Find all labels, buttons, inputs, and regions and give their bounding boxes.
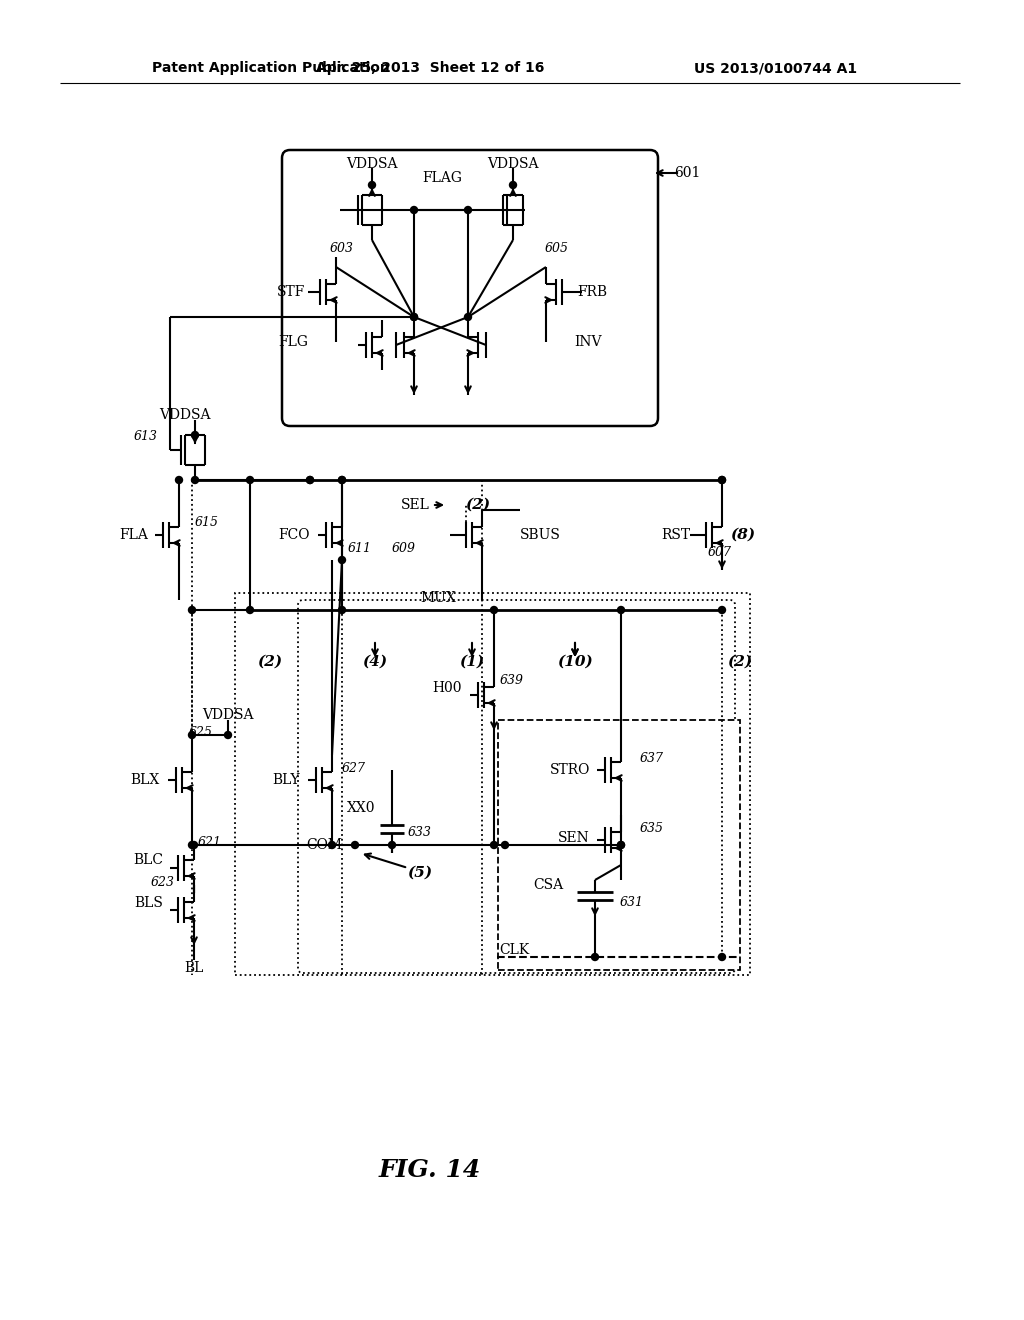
Text: 631: 631 [620, 896, 644, 909]
Text: 633: 633 [408, 825, 432, 838]
Circle shape [411, 314, 418, 321]
Text: RST: RST [660, 528, 690, 543]
Circle shape [339, 606, 345, 614]
Circle shape [592, 953, 598, 961]
Text: (8): (8) [730, 528, 755, 543]
Circle shape [502, 842, 509, 849]
Circle shape [490, 606, 498, 614]
Circle shape [719, 953, 725, 961]
Text: (4): (4) [362, 655, 387, 669]
Circle shape [719, 477, 725, 483]
Text: 613: 613 [134, 430, 158, 444]
Text: STF: STF [276, 285, 305, 300]
Circle shape [719, 477, 725, 483]
Text: FLA: FLA [119, 528, 148, 543]
Circle shape [175, 477, 182, 483]
Circle shape [351, 842, 358, 849]
Circle shape [617, 842, 625, 849]
Text: (5): (5) [408, 866, 432, 880]
Text: US 2013/0100744 A1: US 2013/0100744 A1 [694, 61, 857, 75]
Text: BLC: BLC [133, 853, 163, 867]
Circle shape [224, 731, 231, 738]
Circle shape [719, 606, 725, 614]
Bar [234, 593, 750, 975]
Text: 615: 615 [195, 516, 219, 528]
Text: 627: 627 [342, 762, 366, 775]
Circle shape [490, 842, 498, 849]
Text: 639: 639 [500, 673, 524, 686]
Text: 637: 637 [640, 751, 664, 764]
Bar [498, 719, 740, 970]
Text: 601: 601 [674, 166, 700, 180]
Text: VDDSA: VDDSA [160, 408, 211, 422]
Circle shape [247, 477, 254, 483]
Text: (2): (2) [465, 498, 490, 512]
Circle shape [306, 477, 313, 483]
Text: BLY: BLY [272, 774, 300, 787]
Circle shape [306, 477, 313, 483]
Text: 621: 621 [198, 837, 222, 850]
Circle shape [369, 181, 376, 189]
Text: SEL: SEL [401, 498, 430, 512]
Text: FLG: FLG [278, 335, 308, 348]
Text: (2): (2) [727, 655, 753, 669]
Text: VDDSA: VDDSA [203, 708, 254, 722]
Text: 603: 603 [330, 242, 354, 255]
Text: 623: 623 [151, 875, 175, 888]
Text: FCO: FCO [279, 528, 310, 543]
Text: XX0: XX0 [346, 801, 375, 814]
Circle shape [247, 606, 254, 614]
Text: Patent Application Publication: Patent Application Publication [152, 61, 390, 75]
Text: COM: COM [306, 838, 342, 851]
Text: (2): (2) [257, 655, 283, 669]
Circle shape [190, 842, 198, 849]
Text: STRO: STRO [550, 763, 590, 777]
Circle shape [339, 477, 345, 483]
Text: CSA: CSA [532, 878, 563, 892]
Text: VDDSA: VDDSA [487, 157, 539, 172]
Text: H00: H00 [432, 681, 462, 696]
Text: (1): (1) [460, 655, 484, 669]
Text: FLAG: FLAG [422, 172, 462, 185]
Text: BL: BL [184, 961, 204, 975]
Text: SEN: SEN [558, 832, 590, 845]
Text: CLK: CLK [500, 942, 530, 957]
Text: MUX: MUX [420, 591, 456, 605]
Text: FRB: FRB [577, 285, 607, 300]
Text: 635: 635 [640, 821, 664, 834]
Circle shape [339, 557, 345, 564]
Circle shape [465, 314, 471, 321]
Circle shape [339, 477, 345, 483]
Circle shape [411, 206, 418, 214]
Circle shape [188, 606, 196, 614]
Text: 609: 609 [392, 541, 416, 554]
Text: 625: 625 [189, 726, 213, 738]
Text: 605: 605 [545, 242, 569, 255]
Text: 611: 611 [348, 541, 372, 554]
Text: Apr. 25, 2013  Sheet 12 of 16: Apr. 25, 2013 Sheet 12 of 16 [315, 61, 544, 75]
Circle shape [617, 606, 625, 614]
Circle shape [411, 314, 418, 321]
Circle shape [617, 842, 625, 849]
Circle shape [188, 731, 196, 738]
Circle shape [191, 432, 199, 438]
Text: BLX: BLX [131, 774, 160, 787]
Text: (10): (10) [557, 655, 593, 669]
Text: VDDSA: VDDSA [346, 157, 397, 172]
Circle shape [465, 206, 471, 214]
Circle shape [329, 842, 336, 849]
Circle shape [510, 181, 516, 189]
Text: INV: INV [574, 335, 601, 348]
Text: 607: 607 [708, 546, 732, 560]
Circle shape [191, 477, 199, 483]
Circle shape [388, 842, 395, 849]
Text: FIG. 14: FIG. 14 [379, 1158, 481, 1181]
Text: SBUS: SBUS [520, 528, 561, 543]
FancyBboxPatch shape [282, 150, 658, 426]
Text: BLS: BLS [134, 896, 163, 909]
Circle shape [188, 842, 196, 849]
